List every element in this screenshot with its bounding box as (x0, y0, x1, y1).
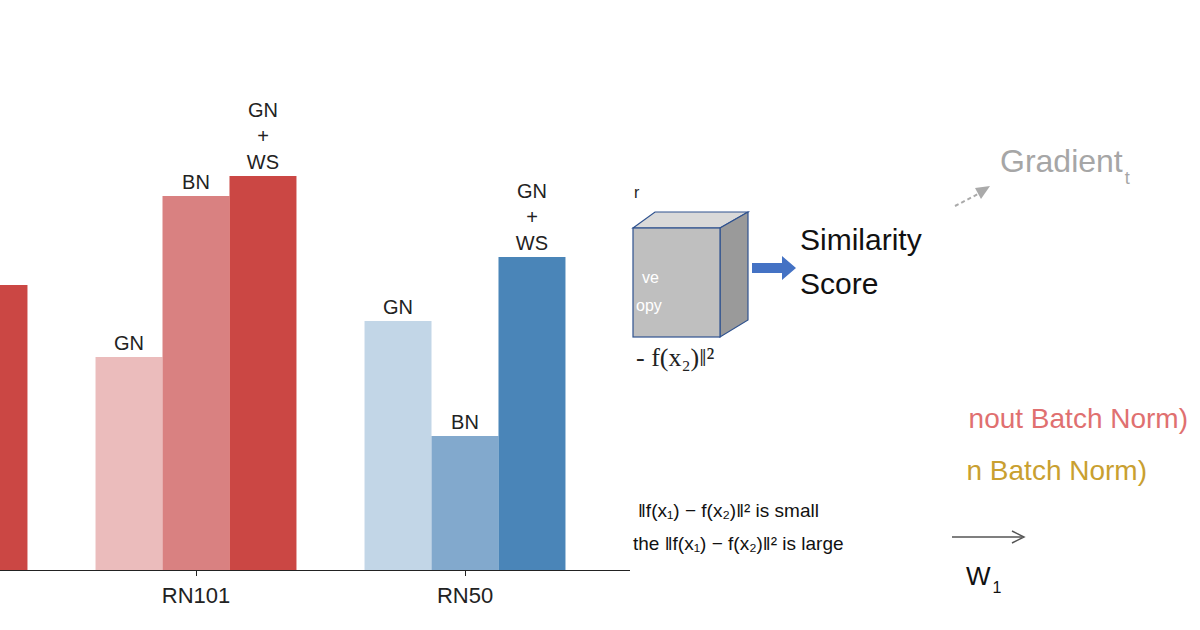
svg-text:BN: BN (451, 411, 479, 433)
svg-text:GN+WS: GN+WS (516, 180, 548, 254)
svg-text:Similarity: Similarity (800, 223, 922, 256)
svg-text:the ‖f(x₁) − f(x₂)‖² is large: the ‖f(x₁) − f(x₂)‖² is large (633, 533, 844, 554)
svg-text:W1: W1 (966, 561, 1002, 596)
svg-text:‖f(x₁) − f(x₂)‖² is small: ‖f(x₁) − f(x₂)‖² is small (638, 500, 819, 521)
svg-text:GN+WS: GN+WS (247, 99, 279, 173)
svg-text:opy: opy (636, 297, 662, 314)
svg-text:Gradientt: Gradientt (1000, 143, 1130, 188)
svg-text:nout Batch Norm): nout Batch Norm) (969, 403, 1188, 434)
svg-text:GN: GN (383, 296, 413, 318)
svg-text:n Batch Norm): n Batch Norm) (967, 455, 1148, 486)
svg-text:BN: BN (182, 171, 210, 193)
svg-text:- f(x₂)‖²: - f(x₂)‖² (636, 343, 714, 372)
svg-text:ve: ve (642, 269, 659, 286)
svg-text:GN: GN (114, 332, 144, 354)
svg-text:r: r (634, 184, 640, 201)
svg-text:Score: Score (800, 267, 878, 300)
svg-text:RN50: RN50 (437, 583, 493, 608)
svg-text:RN101: RN101 (162, 583, 230, 608)
